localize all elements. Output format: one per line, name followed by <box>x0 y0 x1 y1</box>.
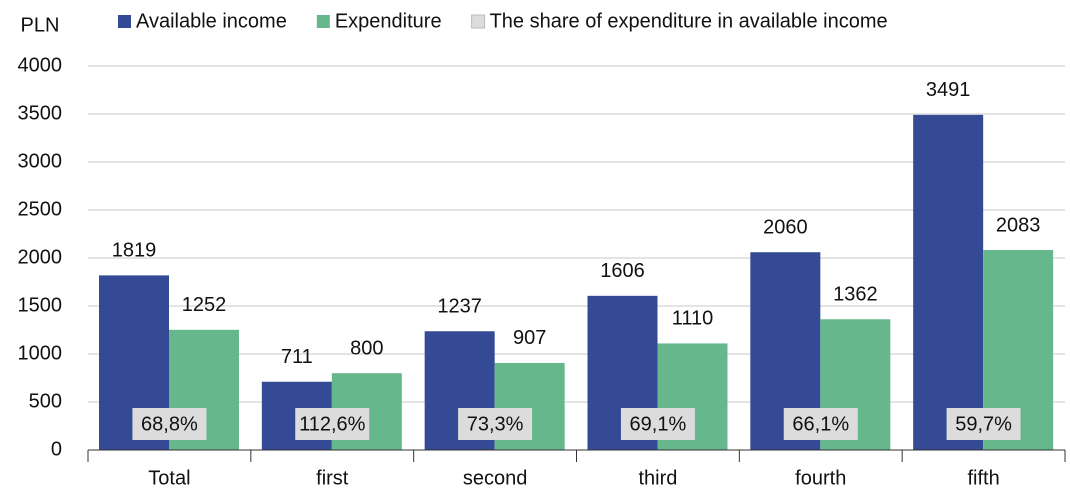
data-label: 1110 <box>672 308 714 330</box>
data-label: 3491 <box>926 79 971 101</box>
y-tick-label: 2500 <box>18 198 63 220</box>
data-label: 1606 <box>600 260 645 282</box>
x-tick-label: second <box>463 467 528 489</box>
legend-swatch <box>118 15 131 28</box>
x-tick-label: fifth <box>967 467 999 489</box>
share-label: 68,8% <box>141 413 198 435</box>
y-tick-label: 3500 <box>18 102 63 124</box>
data-label: 711 <box>281 346 313 368</box>
share-box <box>946 408 1021 440</box>
x-tick-label: fourth <box>795 467 846 489</box>
share-label: 66,1% <box>792 413 849 435</box>
y-tick-label: 1500 <box>18 294 63 316</box>
data-label: 800 <box>350 337 383 359</box>
y-axis-label: PLN <box>21 14 60 36</box>
share-box <box>783 408 858 440</box>
x-tick-label: third <box>638 467 677 489</box>
data-label: 1819 <box>112 240 157 262</box>
y-tick-label: 2000 <box>18 246 63 268</box>
y-tick-label: 4000 <box>18 54 63 76</box>
x-tick-label: first <box>316 467 349 489</box>
y-tick-label: 1000 <box>18 342 63 364</box>
share-box <box>620 408 695 440</box>
legend-swatch <box>316 15 330 28</box>
share-box <box>132 408 207 440</box>
share-label: 69,1% <box>630 413 687 435</box>
legend-label: Available income <box>136 10 287 32</box>
y-tick-label: 500 <box>29 390 62 412</box>
y-tick-label: 3000 <box>18 150 63 172</box>
share-box <box>458 408 533 440</box>
data-label: 1252 <box>182 294 227 316</box>
y-tick-label: 0 <box>51 438 62 460</box>
share-label: 112,6% <box>299 413 366 435</box>
share-label: 73,3% <box>467 413 524 435</box>
bar <box>913 114 984 450</box>
data-label: 1362 <box>833 284 878 306</box>
data-label: 2083 <box>996 214 1041 236</box>
share-box <box>295 408 370 440</box>
legend-swatch <box>471 14 486 29</box>
share-label: 59,7% <box>955 413 1012 435</box>
data-label: 2060 <box>763 217 808 239</box>
legend-label: Expenditure <box>335 10 442 32</box>
x-tick-label: Total <box>148 467 190 489</box>
legend-label: The share of expenditure in available in… <box>490 10 888 32</box>
data-label: 1237 <box>437 296 482 318</box>
data-label: 907 <box>513 327 546 349</box>
